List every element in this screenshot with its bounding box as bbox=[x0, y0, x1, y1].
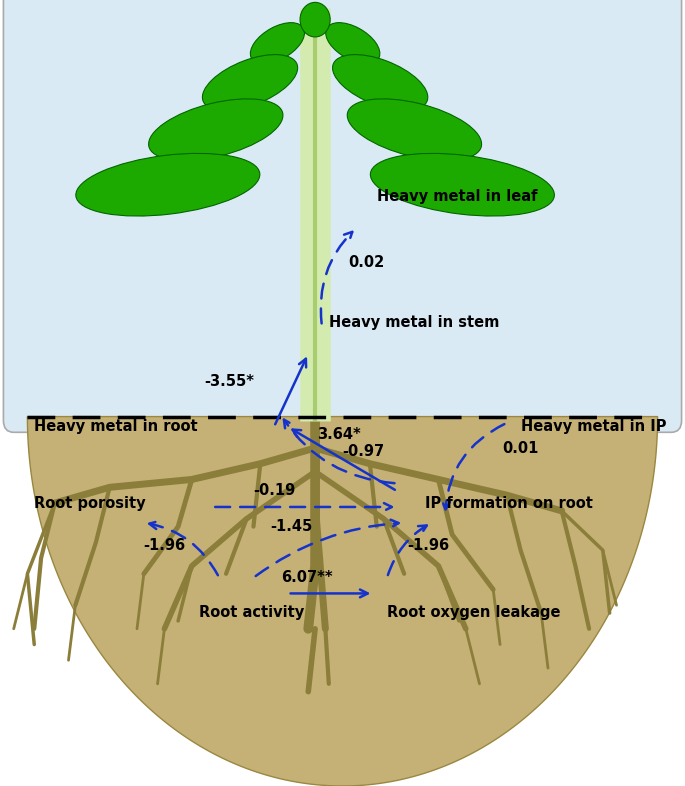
Circle shape bbox=[300, 2, 330, 37]
Text: IP formation on root: IP formation on root bbox=[425, 495, 593, 511]
FancyArrowPatch shape bbox=[443, 424, 504, 509]
Text: Root oxygen leakage: Root oxygen leakage bbox=[387, 605, 560, 620]
Text: 3.64*: 3.64* bbox=[317, 427, 361, 442]
Ellipse shape bbox=[332, 54, 428, 111]
Ellipse shape bbox=[250, 23, 305, 64]
FancyArrowPatch shape bbox=[215, 503, 392, 511]
Ellipse shape bbox=[371, 153, 554, 216]
FancyArrowPatch shape bbox=[292, 430, 395, 490]
Text: Heavy metal in stem: Heavy metal in stem bbox=[329, 315, 499, 330]
Polygon shape bbox=[27, 417, 658, 786]
FancyArrowPatch shape bbox=[388, 526, 427, 575]
FancyArrowPatch shape bbox=[321, 232, 352, 323]
Text: -1.96: -1.96 bbox=[407, 538, 449, 553]
FancyArrowPatch shape bbox=[275, 358, 306, 424]
Ellipse shape bbox=[202, 54, 298, 111]
Text: -1.96: -1.96 bbox=[143, 538, 186, 553]
Text: 0.01: 0.01 bbox=[502, 441, 539, 456]
Text: Heavy metal in IP: Heavy metal in IP bbox=[521, 419, 666, 435]
Text: -3.55*: -3.55* bbox=[205, 374, 254, 389]
FancyBboxPatch shape bbox=[3, 0, 682, 432]
Text: -1.45: -1.45 bbox=[270, 519, 312, 534]
FancyArrowPatch shape bbox=[149, 521, 218, 575]
Text: Root activity: Root activity bbox=[199, 605, 304, 620]
Text: 0.02: 0.02 bbox=[349, 255, 384, 270]
Text: 6.07**: 6.07** bbox=[281, 570, 332, 585]
FancyArrowPatch shape bbox=[290, 590, 368, 597]
Ellipse shape bbox=[325, 23, 380, 64]
Text: Heavy metal in root: Heavy metal in root bbox=[34, 419, 198, 435]
Text: -0.19: -0.19 bbox=[253, 483, 295, 498]
FancyArrowPatch shape bbox=[256, 520, 399, 576]
Ellipse shape bbox=[76, 153, 260, 216]
Ellipse shape bbox=[347, 99, 482, 160]
Text: -0.97: -0.97 bbox=[342, 444, 384, 459]
Text: Heavy metal in leaf: Heavy metal in leaf bbox=[377, 189, 537, 204]
Text: Root porosity: Root porosity bbox=[34, 495, 146, 511]
FancyArrowPatch shape bbox=[284, 420, 395, 483]
Ellipse shape bbox=[149, 99, 283, 160]
